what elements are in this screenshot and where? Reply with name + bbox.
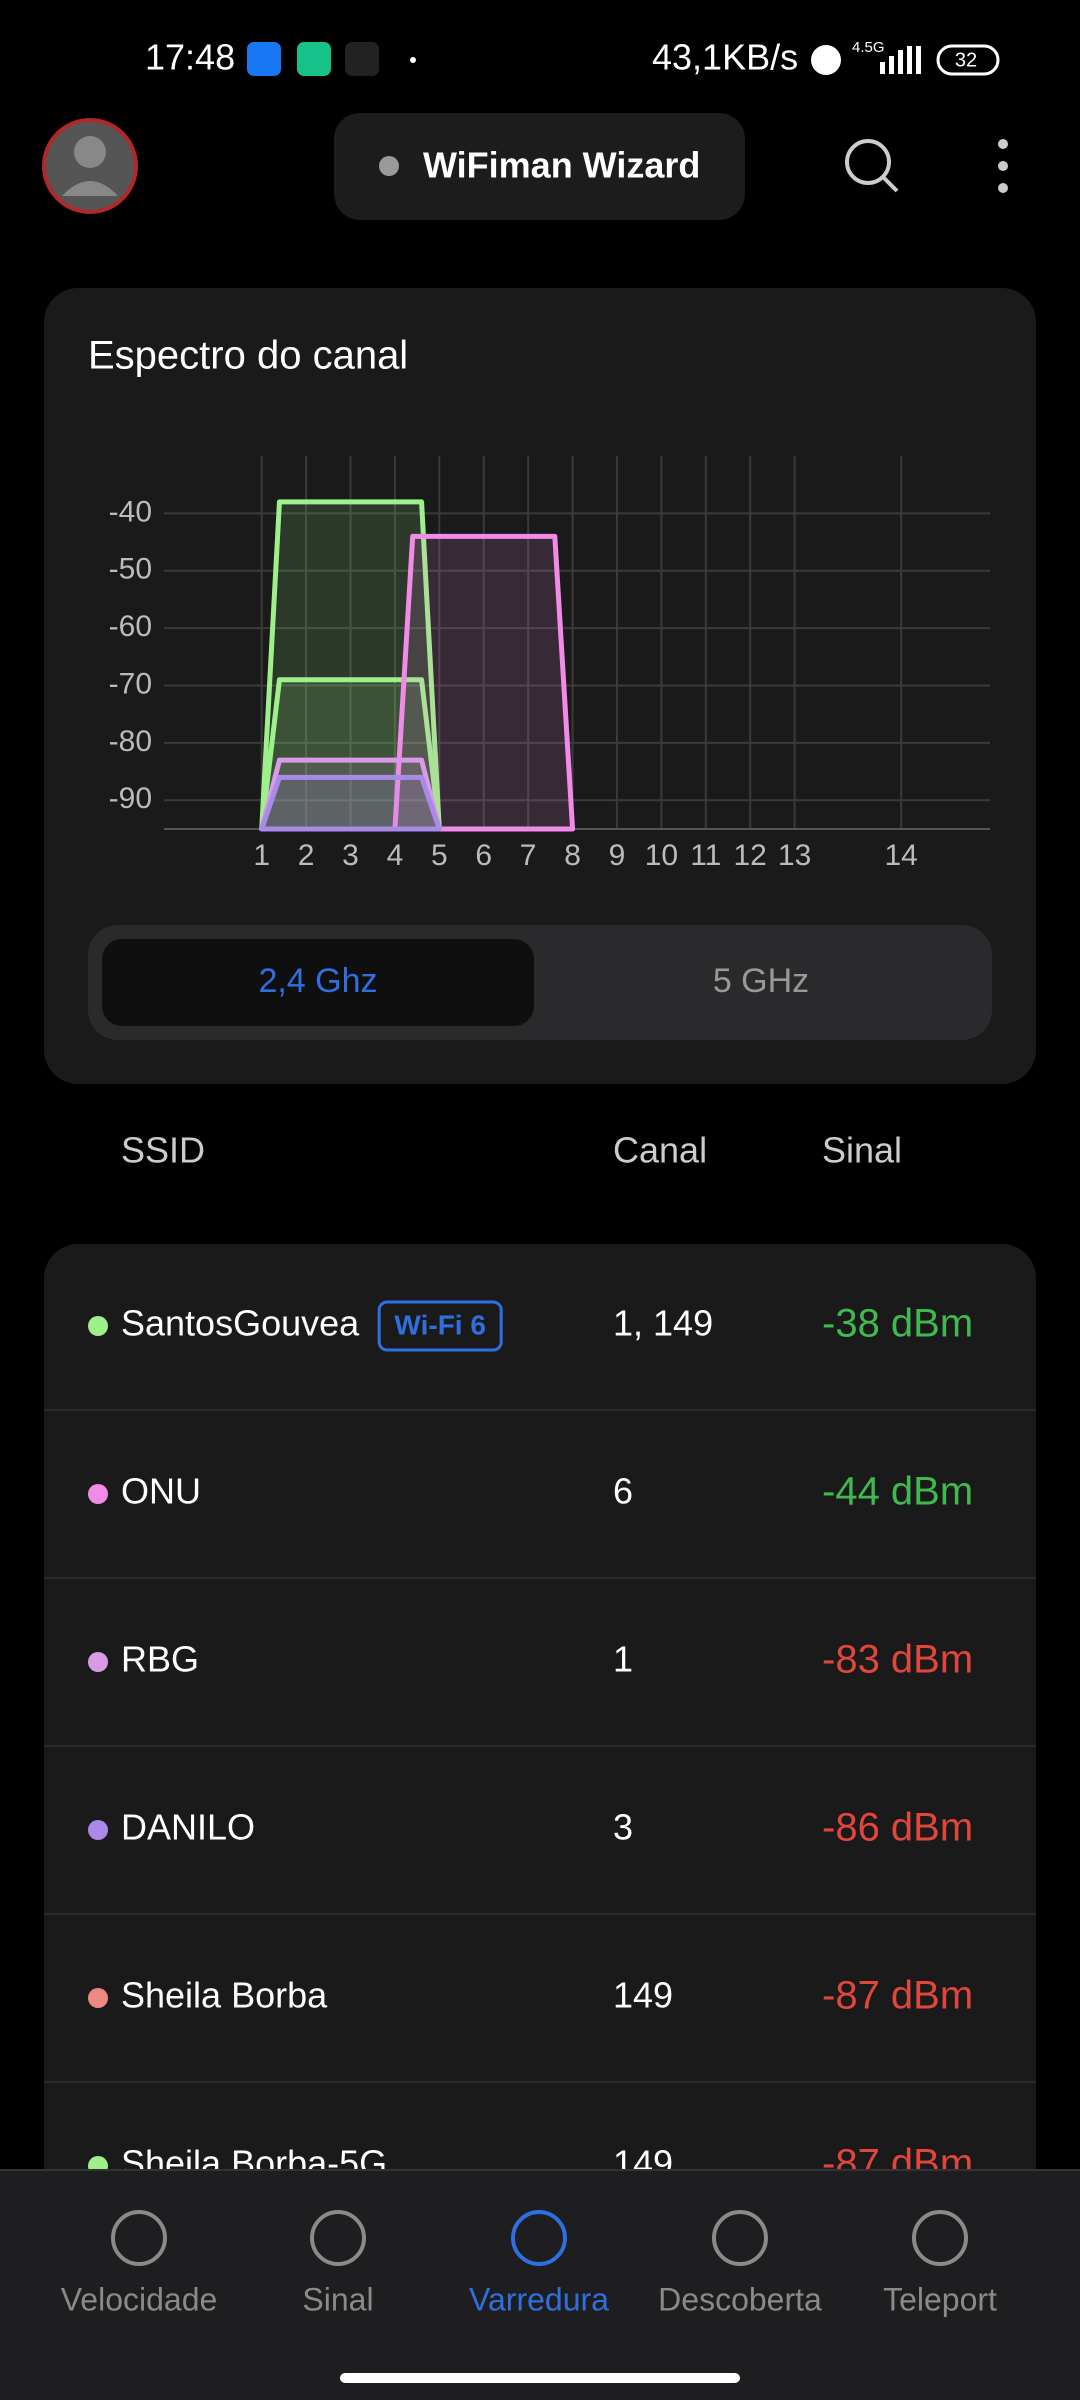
x-tick-label: 7 — [520, 839, 537, 872]
signal: -44 dBm — [822, 1470, 973, 1514]
wifi6-badge — [377, 1300, 503, 1352]
x-tick-label: 14 — [884, 839, 917, 872]
x-tick-label: 5 — [431, 839, 448, 872]
ssid-name[interactable]: RBG — [121, 1639, 199, 1680]
dot — [410, 57, 416, 63]
y-tick-label: -90 — [109, 782, 152, 815]
header-ssid: SSID — [121, 1130, 205, 1171]
menu-icon[interactable] — [998, 139, 1008, 193]
header-title: WiFiman Wizard — [423, 145, 700, 186]
nav-label[interactable]: Varredura — [469, 2281, 609, 2317]
nav-label[interactable]: Teleport — [883, 2281, 997, 2317]
chart-title: Espectro do canal — [88, 334, 408, 378]
x-tick-label: 4 — [387, 839, 404, 872]
signal: -86 dBm — [822, 1806, 973, 1850]
channel: 1, 149 — [613, 1303, 713, 1344]
spectrum-curve — [392, 533, 576, 832]
network-list — [44, 1244, 1036, 2400]
ssid-name[interactable]: SantosGouvea — [121, 1303, 360, 1344]
signal: -38 dBm — [822, 1302, 973, 1346]
x-tick-label: 6 — [475, 839, 492, 872]
channel: 6 — [613, 1471, 633, 1512]
channel: 3 — [613, 1807, 633, 1848]
x-tick-label: 11 — [690, 839, 721, 872]
nav-items: Velocidade Sinal Varredura Descoberta Telepo… — [61, 2210, 997, 2317]
x-tick-label: 12 — [734, 839, 767, 872]
search-handle — [881, 175, 899, 193]
signal: -87 dBm — [822, 1974, 973, 2018]
y-tick-label: -40 — [109, 495, 152, 528]
battery-icon — [936, 44, 1000, 76]
ssid-dot — [88, 1820, 108, 1840]
alarm-icon — [811, 45, 841, 75]
x-tick-label: 8 — [564, 839, 581, 872]
status-time: 17:48 — [145, 37, 235, 78]
ssid-name[interactable]: ONU — [121, 1471, 201, 1512]
signal: -83 dBm — [822, 1638, 973, 1682]
x-tick-label: 2 — [298, 839, 315, 872]
nav-icon — [912, 2210, 968, 2266]
nav-label[interactable]: Descoberta — [658, 2281, 822, 2317]
ssid-dot — [88, 1316, 108, 1336]
app-icon — [297, 42, 331, 76]
nav-icon — [310, 2210, 366, 2266]
nav-label[interactable]: Sinal — [302, 2281, 373, 2317]
facebook-icon — [247, 42, 281, 76]
ssid-dot — [88, 1484, 108, 1504]
nav-label[interactable]: Velocidade — [61, 2281, 218, 2317]
status-dot — [379, 156, 399, 176]
x-tick-label: 13 — [778, 839, 811, 872]
x-tick-label: 1 — [253, 839, 270, 872]
ssid-dot — [88, 1988, 108, 2008]
bottom-nav — [0, 2170, 1080, 2400]
signal-icon — [880, 46, 921, 74]
channel: 1 — [613, 1639, 633, 1680]
status-speed: 43,1KB/s — [652, 37, 798, 78]
status-network: 4.5G — [852, 39, 885, 56]
wizard-pill[interactable] — [334, 113, 745, 220]
battery-level: 32 — [955, 49, 977, 71]
x-tick-label: 10 — [645, 839, 678, 872]
ssid-name[interactable]: Sheila Borba — [121, 1975, 328, 2016]
home-indicator — [340, 2373, 740, 2383]
tiktok-icon — [345, 42, 379, 76]
y-tick-label: -50 — [109, 553, 152, 586]
ssid-dot — [88, 1652, 108, 1672]
nav-icon — [511, 2210, 567, 2266]
search-icon[interactable] — [845, 139, 891, 185]
y-tick-label: -60 — [109, 610, 152, 643]
channel: 149 — [613, 1975, 673, 2016]
avatar-head — [74, 136, 106, 168]
header-signal: Sinal — [822, 1130, 902, 1171]
spectrum-curve — [259, 774, 442, 832]
x-tick-label: 9 — [609, 839, 626, 872]
toggle-options: 2,4 Ghz 5 GHz — [102, 939, 809, 1026]
avatar-body — [62, 181, 118, 196]
nav-icon — [111, 2210, 167, 2266]
toggle-option[interactable]: 2,4 Ghz — [258, 962, 377, 1000]
ssid-name[interactable]: DANILO — [121, 1807, 255, 1848]
y-tick-label: -70 — [109, 667, 152, 700]
header-channel: Canal — [613, 1130, 707, 1171]
toggle-selected — [102, 939, 534, 1026]
plot: 1 2 3 4 5 6 7 8 9 10 11 12 13 14-40-50-60-70-80-90 — [109, 456, 990, 872]
x-tick-label: 3 — [342, 839, 359, 872]
badge-label: Wi-Fi 6 — [394, 1309, 486, 1340]
toggle-option[interactable]: 5 GHz — [713, 962, 809, 1000]
nav-icon — [712, 2210, 768, 2266]
y-tick-label: -80 — [109, 725, 152, 758]
